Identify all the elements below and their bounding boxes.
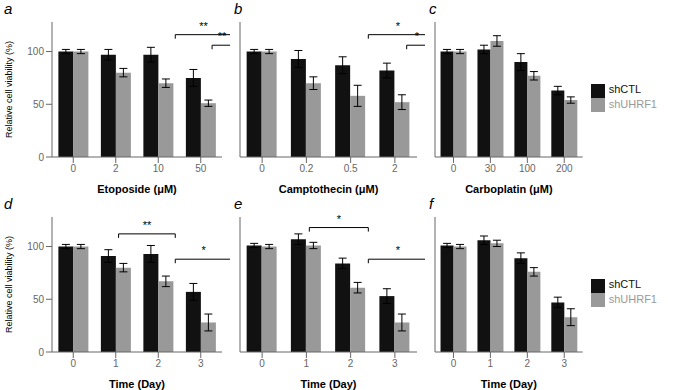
svg-text:0: 0 bbox=[38, 152, 44, 163]
svg-text:*: * bbox=[201, 244, 206, 256]
html-text:shCTL: shCTL bbox=[608, 83, 642, 96]
svg-text:3: 3 bbox=[392, 358, 398, 369]
svg-text:Time (Day): Time (Day) bbox=[300, 378, 356, 390]
svg-text:*: * bbox=[337, 213, 342, 225]
svg-text:*: * bbox=[396, 244, 401, 256]
svg-text:**: ** bbox=[199, 20, 208, 32]
svg-text:0: 0 bbox=[259, 358, 265, 369]
svg-text:3: 3 bbox=[561, 358, 567, 369]
svg-text:0: 0 bbox=[451, 163, 457, 174]
svg-text:Carboplatin (μM): Carboplatin (μM) bbox=[465, 183, 553, 195]
svg-text:Relative cell viability (%): Relative cell viability (%) bbox=[4, 236, 14, 333]
html-text:f: f bbox=[429, 195, 434, 212]
svg-text:200: 200 bbox=[556, 163, 573, 174]
svg-text:50: 50 bbox=[33, 99, 45, 110]
svg-text:Relative cell viability (%): Relative cell viability (%) bbox=[4, 41, 14, 138]
svg-text:3: 3 bbox=[198, 358, 204, 369]
svg-text:2: 2 bbox=[348, 358, 354, 369]
svg-text:2: 2 bbox=[113, 163, 119, 174]
svg-text:100: 100 bbox=[519, 163, 536, 174]
svg-text:50: 50 bbox=[195, 163, 207, 174]
html-text:d: d bbox=[4, 195, 13, 212]
svg-text:50: 50 bbox=[33, 294, 45, 305]
svg-text:Time (Day): Time (Day) bbox=[481, 378, 537, 390]
svg-text:1: 1 bbox=[113, 358, 119, 369]
svg-text:Time (Day): Time (Day) bbox=[109, 378, 165, 390]
html-text:a: a bbox=[4, 0, 13, 17]
svg-text:100: 100 bbox=[27, 46, 44, 57]
html-text:b: b bbox=[234, 0, 243, 17]
svg-text:Camptothecin (μM): Camptothecin (μM) bbox=[279, 183, 379, 195]
svg-text:0.5: 0.5 bbox=[344, 163, 358, 174]
svg-text:0: 0 bbox=[38, 347, 44, 358]
svg-text:0.2: 0.2 bbox=[299, 163, 313, 174]
svg-text:10: 10 bbox=[153, 163, 165, 174]
svg-text:0: 0 bbox=[70, 163, 76, 174]
svg-text:*: * bbox=[396, 20, 401, 32]
svg-text:100: 100 bbox=[27, 241, 44, 252]
html-text:shUHRF1: shUHRF1 bbox=[608, 97, 657, 110]
svg-text:Etoposide (μM): Etoposide (μM) bbox=[97, 183, 177, 195]
svg-text:2: 2 bbox=[525, 358, 531, 369]
svg-text:30: 30 bbox=[485, 163, 497, 174]
svg-text:2: 2 bbox=[392, 163, 398, 174]
html-text:e: e bbox=[234, 195, 243, 212]
svg-text:**: ** bbox=[218, 30, 227, 42]
svg-text:*: * bbox=[415, 30, 420, 42]
html-text:shCTL: shCTL bbox=[608, 278, 642, 291]
svg-text:0: 0 bbox=[259, 163, 265, 174]
svg-text:0: 0 bbox=[451, 358, 457, 369]
svg-text:2: 2 bbox=[155, 358, 161, 369]
svg-text:1: 1 bbox=[304, 358, 310, 369]
svg-text:0: 0 bbox=[70, 358, 76, 369]
svg-text:1: 1 bbox=[488, 358, 494, 369]
html-text:shUHRF1: shUHRF1 bbox=[608, 292, 657, 305]
svg-text:**: ** bbox=[143, 219, 152, 231]
html-text:c: c bbox=[429, 0, 437, 17]
